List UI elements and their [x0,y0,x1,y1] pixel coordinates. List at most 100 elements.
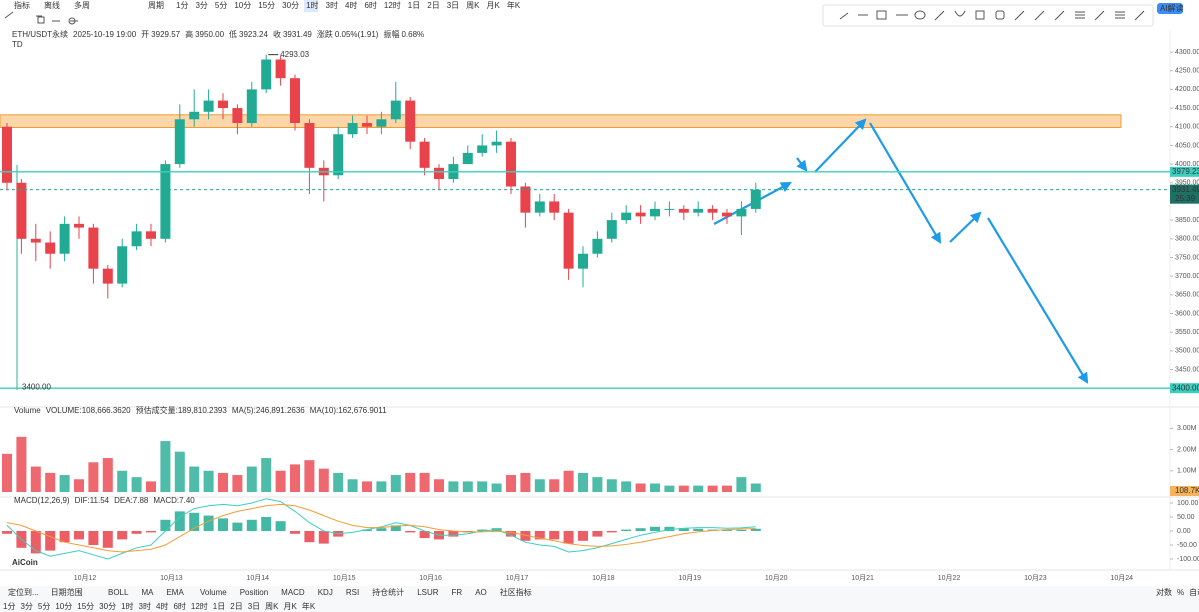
timeframe-button[interactable]: 1时 [121,601,133,611]
timeframe-button[interactable]: 3日 [447,1,459,10]
volume-bar [362,481,372,492]
macd-hist [650,526,660,531]
level-label-left: 3400.00 [22,382,51,391]
y-tick-label: 3950.00 [1175,180,1199,187]
timeframe-button[interactable]: 3分 [20,602,32,611]
volume-bar [16,436,27,492]
overlay-tab[interactable]: BOLL [108,588,129,597]
candle-body [520,186,531,213]
indicator-tab[interactable]: AO [475,588,487,597]
indicator-tab[interactable]: LSUR [417,588,439,597]
macd-info: MACD:7.40 [153,496,195,505]
indicator-tab[interactable]: Volume [200,588,227,597]
timeframe-button[interactable]: 30分 [99,602,116,611]
y-tick-label: 50.00 [1177,514,1195,521]
timeframe-button[interactable]: 12时 [384,0,401,10]
axis-option[interactable]: 自动 [1189,587,1199,597]
timeframe-button[interactable]: 15分 [77,602,94,611]
indicator-tab[interactable]: RSI [346,588,359,597]
volume-bar [477,481,488,492]
indicator-tab[interactable]: MACD [281,588,305,597]
macd-hist [275,521,286,531]
volume-bar [218,472,228,492]
candle-body [290,78,300,124]
candle-body [563,212,574,269]
candle-body [117,246,128,284]
timeframe-button[interactable]: 1分 [3,602,15,611]
ohlc-field: 低 [229,29,237,39]
toolbar-button[interactable]: 多周 [74,0,90,10]
axis-option[interactable]: 对数 [1156,587,1172,597]
timeframe-button[interactable]: 月K [487,1,501,10]
timeframe-button[interactable]: 15分 [258,1,275,10]
x-tick-label: 10月24 [1111,574,1134,582]
timeframe-button[interactable]: 2日 [230,602,242,611]
indicator-tab[interactable]: FR [452,588,463,597]
macd-hist [578,531,588,541]
timeframe-button[interactable]: 5分 [215,1,227,10]
axis-option[interactable]: % [1177,588,1184,597]
timeframe-button[interactable]: 周K [466,1,480,10]
timeframe-button[interactable]: 1时 [306,0,318,10]
drawing-toolbar [822,4,1154,27]
timeframe-button[interactable]: 4时 [345,0,357,10]
toolbar-button[interactable]: 指标 [14,0,30,10]
timeframe-button[interactable]: 1日 [408,1,420,10]
timeframe-button[interactable]: 10分 [55,602,72,611]
x-tick-label: 10月14 [247,574,270,582]
timeframe-button[interactable]: 10分 [234,1,251,10]
indicator-tab[interactable]: KDJ [318,588,333,597]
range-button[interactable]: 定位到... [8,587,39,597]
timeframe-button[interactable]: 4时 [156,601,168,611]
volume-bar [434,479,444,492]
macd-hist [218,518,228,531]
timeframe-button[interactable]: 6时 [364,0,376,10]
indicator-tab[interactable]: 社区指标 [500,587,532,597]
overlay-tab[interactable]: EMA [166,588,184,597]
timeframe-button[interactable]: 5分 [38,602,50,611]
timeframe-button[interactable]: 3时 [326,0,338,10]
overlay-tab[interactable]: MA [141,588,154,597]
toolbar-button[interactable]: 周期 [148,1,164,10]
y-tick-label: 1.00M [1177,468,1197,475]
volume-bar [750,483,761,492]
watermark: AiCoin [12,558,38,567]
timeframe-button[interactable]: 月K [284,602,298,611]
timeframe-button[interactable]: 周K [265,602,279,611]
macd-hist [232,522,243,531]
candle-body [376,119,387,127]
timeframe-button[interactable]: 3分 [195,1,207,10]
timeframe-button[interactable]: 3时 [139,601,151,611]
ai-badge[interactable]: AI解读 [1160,3,1184,13]
candle-body [174,119,185,165]
macd-hist [635,528,646,531]
toolbar-button[interactable]: 离线 [44,0,60,10]
candle-body [45,242,56,254]
timeframe-button[interactable]: 年K [507,0,521,10]
timeframe-button[interactable]: 1分 [176,1,188,10]
volume-bar [506,475,516,492]
range-button[interactable]: 日期范围 [51,587,83,597]
timeframe-button[interactable]: 年K [302,601,316,611]
timeframe-button[interactable]: 1日 [213,602,225,611]
timeframe-button[interactable]: 6时 [173,601,185,611]
indicator-tab[interactable]: 持仓统计 [372,587,404,597]
timeframe-button[interactable]: 12时 [191,601,208,611]
volume-bar [693,485,704,492]
candle-body [74,223,84,228]
timeframe-button[interactable]: 30分 [282,1,299,10]
timeframe-button[interactable]: 3日 [248,602,260,611]
volume-bar [376,481,387,492]
ohlc-field: 开 [141,30,149,39]
volume-info: MA(10):162,676.9011 [310,406,387,415]
macd-hist [117,531,128,540]
candle-body [131,231,142,247]
ohlc-field: 0.05%(1.91) [335,30,379,39]
candle-body [275,59,286,79]
y-tick-label: 4000.00 [1175,161,1199,168]
candle-body [160,164,171,239]
volume-bar [419,472,430,492]
indicator-tab[interactable]: Position [240,588,268,597]
timeframe-button[interactable]: 2日 [427,1,439,10]
